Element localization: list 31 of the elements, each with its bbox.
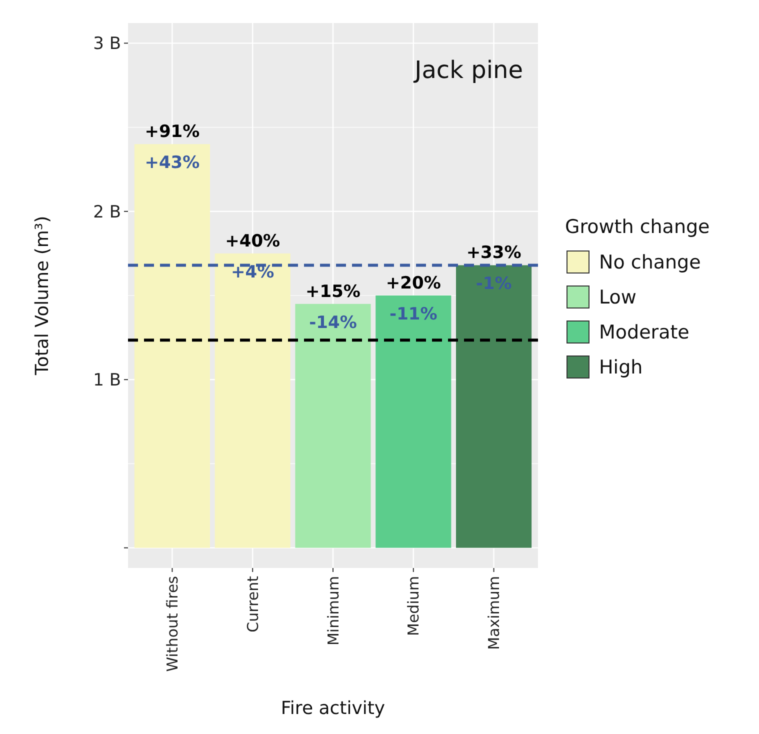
x-tick-label: Medium (404, 576, 423, 636)
legend-label: Low (599, 286, 636, 309)
annotation: +40% (225, 231, 280, 252)
legend-label: High (599, 356, 643, 379)
legend-label: Moderate (599, 322, 690, 344)
y-tick-label: 3 B (93, 34, 121, 54)
annotation: -14% (309, 312, 357, 333)
bar (376, 296, 452, 548)
annotation: -11% (390, 304, 438, 324)
legend-label: No change (599, 252, 701, 274)
x-tick-label: Minimum (324, 576, 342, 646)
y-tick-label: 2 B (93, 202, 121, 222)
annotation: +4% (231, 262, 274, 282)
y-tick-label: 1 B (93, 370, 121, 391)
legend-title: Growth change (565, 216, 710, 238)
annotation: -1% (476, 274, 512, 294)
annotation: +91% (144, 122, 200, 142)
annotation: +15% (306, 282, 360, 302)
annotation: +43% (144, 153, 200, 174)
x-axis-title: Fire activity (280, 698, 386, 719)
annotation: +33% (466, 243, 522, 264)
bar (295, 304, 371, 548)
annotation: +20% (386, 274, 441, 294)
annotation: Jack pine (412, 56, 523, 84)
bar (456, 265, 532, 548)
y-axis-title: Total Volume (m³) (32, 216, 53, 376)
x-tick-label: Maximum (485, 576, 504, 650)
x-tick-label: Current (244, 576, 262, 632)
bar (214, 253, 290, 548)
bar (134, 144, 210, 548)
x-tick-label: Without fires (163, 576, 182, 672)
